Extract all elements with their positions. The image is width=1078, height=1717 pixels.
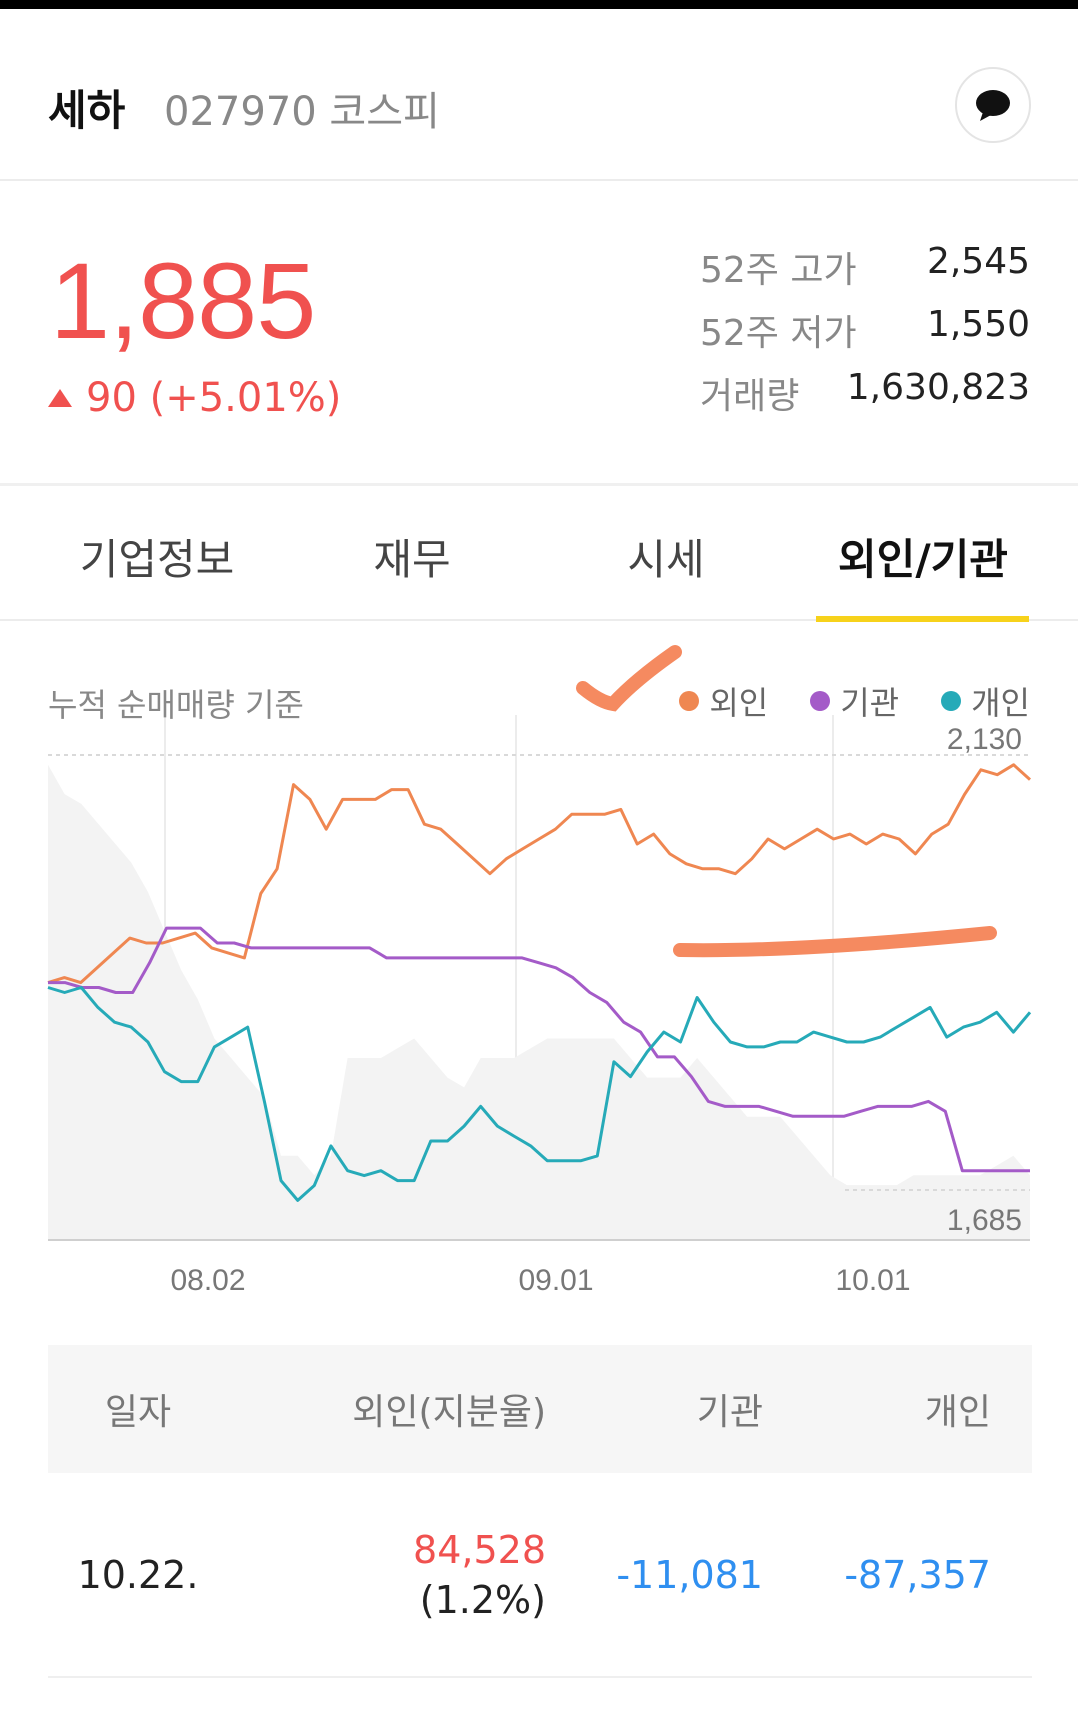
table-header: 일자 외인(지분율) 기관 개인 — [48, 1345, 1032, 1473]
price-stats: 52주 고가 2,545 52주 저가 1,550 거래량 1,630,823 — [700, 241, 1030, 430]
stat-value: 1,550 — [926, 304, 1030, 345]
legend-label: 외인 — [709, 684, 769, 722]
stat-value: 2,545 — [926, 241, 1030, 282]
legend-label: 기관 — [840, 684, 900, 722]
stat-row-52w-high: 52주 고가 2,545 — [700, 241, 1030, 304]
tab-quotes[interactable]: 시세 — [627, 535, 705, 584]
up-triangle-icon — [48, 389, 72, 407]
chart-basis-label: 누적 순매매량 기준 — [48, 686, 304, 724]
chart-legend: 외인 기관 개인 — [679, 678, 1030, 724]
series-line-institution — [48, 926, 1030, 1173]
comment-button[interactable] — [955, 67, 1031, 143]
check-annotation-icon — [576, 645, 682, 712]
legend-dot — [941, 691, 962, 711]
legend-dot — [810, 691, 831, 711]
table-row: 10.22. 84,528 (1.2%) -11,081 -87,357 — [48, 1473, 1032, 1678]
tab-financials[interactable]: 재무 — [373, 535, 451, 584]
x-tick-label: 10.01 — [835, 1264, 910, 1297]
header-date: 일자 — [104, 1392, 172, 1433]
series-line-foreign — [47, 763, 1032, 985]
row-institution: -11,081 — [616, 1552, 763, 1597]
speech-bubble-icon — [976, 90, 1010, 121]
stat-label: 52주 저가 — [700, 313, 857, 354]
legend-item-institution[interactable]: 기관 — [810, 678, 899, 724]
tab-bar: 기업정보 재무 시세 외인/기관 — [0, 486, 1078, 622]
stock-header: 세하 027970 코스피 — [0, 9, 1078, 181]
current-price: 1,885 — [50, 240, 316, 361]
row-individual: -87,357 — [844, 1552, 991, 1597]
stat-label: 52주 고가 — [700, 250, 857, 291]
price-change: 90 (+5.01%) — [48, 375, 341, 421]
price-area — [48, 764, 1030, 1240]
header-institution: 기관 — [696, 1392, 763, 1433]
legend-label: 개인 — [971, 684, 1030, 722]
row-date: 10.22. — [77, 1552, 199, 1597]
header-individual: 개인 — [924, 1392, 991, 1433]
price-section: 1,885 90 (+5.01%) 52주 고가 2,545 52주 저가 1,… — [0, 183, 1078, 483]
row-foreign-share: (1.2%) — [419, 1577, 546, 1622]
x-tick-label: 09.01 — [518, 1264, 593, 1297]
legend-item-individual[interactable]: 개인 — [941, 678, 1030, 724]
stock-name: 세하 — [48, 86, 126, 135]
tab-company-info[interactable]: 기업정보 — [79, 535, 235, 584]
row-foreign: 84,528 (1.2%) — [228, 1528, 548, 1622]
legend-dot — [679, 691, 700, 711]
investor-table: 일자 외인(지분율) 기관 개인 10.22. 84,528 (1.2%) -1… — [48, 1345, 1032, 1678]
underline-annotation — [673, 926, 997, 958]
section-divider — [0, 483, 1078, 486]
investor-chart: 2,130 1,685 08.02 09.01 10.01 누적 순매매량 기준 외인 … — [0, 640, 1078, 1300]
stock-code-market: 027970 코스피 — [164, 89, 440, 135]
series-line-individual — [47, 986, 1032, 1202]
min-price-label: 1,685 — [947, 1204, 1022, 1237]
header-foreign: 외인(지분율) — [352, 1392, 546, 1433]
row-foreign-value: 84,528 — [413, 1527, 546, 1572]
legend-item-foreign[interactable]: 외인 — [679, 678, 768, 724]
tab-foreign-institution[interactable]: 외인/기관 — [838, 535, 1008, 584]
status-bar — [0, 0, 1078, 9]
stat-row-volume: 거래량 1,630,823 — [700, 367, 1030, 430]
stat-row-52w-low: 52주 저가 1,550 — [700, 304, 1030, 367]
chart-canvas: 2,130 1,685 08.02 09.01 10.01 — [47, 715, 1032, 1297]
x-tick-label: 08.02 — [170, 1264, 245, 1297]
stat-value: 1,630,823 — [846, 367, 1030, 408]
stat-label: 거래량 — [700, 376, 800, 417]
price-change-value: 90 (+5.01%) — [86, 375, 342, 421]
active-tab-indicator — [816, 616, 1029, 622]
max-price-label: 2,130 — [947, 723, 1022, 756]
